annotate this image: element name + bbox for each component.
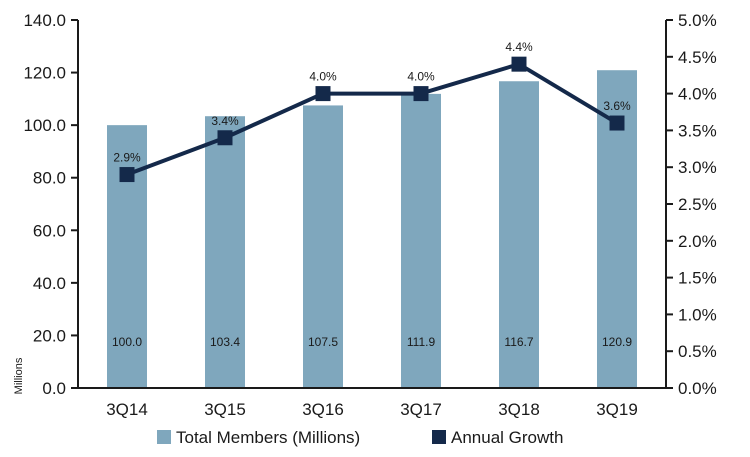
bar-3Q16 bbox=[303, 105, 343, 388]
x-tick-label: 3Q18 bbox=[498, 400, 540, 419]
right-tick-label: 4.0% bbox=[678, 85, 717, 104]
left-axis-title: Millions bbox=[13, 357, 25, 394]
left-tick-label: 120.0 bbox=[23, 64, 66, 83]
right-tick-label: 0.5% bbox=[678, 342, 717, 361]
growth-value-label: 4.0% bbox=[407, 70, 435, 84]
x-tick-label: 3Q14 bbox=[106, 400, 148, 419]
growth-marker-3Q16 bbox=[315, 86, 331, 102]
growth-value-label: 3.6% bbox=[603, 99, 631, 113]
right-tick-label: 2.5% bbox=[678, 195, 717, 214]
right-tick-label: 3.0% bbox=[678, 158, 717, 177]
right-tick-label: 4.5% bbox=[678, 48, 717, 67]
bar-3Q18 bbox=[499, 81, 539, 388]
legend-swatch-growth bbox=[432, 430, 446, 444]
x-tick-label: 3Q17 bbox=[400, 400, 442, 419]
left-tick-label: 20.0 bbox=[33, 326, 66, 345]
left-tick-label: 140.0 bbox=[23, 11, 66, 30]
growth-value-label: 3.4% bbox=[211, 114, 239, 128]
growth-marker-3Q17 bbox=[413, 86, 429, 102]
x-tick-label: 3Q15 bbox=[204, 400, 246, 419]
growth-marker-3Q18 bbox=[511, 56, 527, 72]
legend-label-growth: Annual Growth bbox=[451, 428, 563, 447]
x-tick-label: 3Q19 bbox=[596, 400, 638, 419]
right-tick-label: 0.0% bbox=[678, 379, 717, 398]
left-tick-label: 40.0 bbox=[33, 274, 66, 293]
left-tick-label: 0.0 bbox=[42, 379, 66, 398]
left-tick-label: 80.0 bbox=[33, 169, 66, 188]
right-tick-label: 3.5% bbox=[678, 121, 717, 140]
growth-marker-3Q19 bbox=[609, 115, 625, 131]
bar-value-label: 103.4 bbox=[210, 335, 240, 349]
bar-value-label: 111.9 bbox=[407, 335, 436, 349]
left-tick-label: 100.0 bbox=[23, 116, 66, 135]
right-tick-label: 1.0% bbox=[678, 305, 717, 324]
bar-value-label: 116.7 bbox=[504, 335, 533, 349]
growth-marker-3Q15 bbox=[217, 130, 233, 146]
bar-value-label: 120.9 bbox=[602, 335, 632, 349]
left-tick-label: 60.0 bbox=[33, 221, 66, 240]
bar-3Q17 bbox=[401, 93, 441, 388]
right-tick-label: 2.0% bbox=[678, 232, 717, 251]
growth-value-label: 2.9% bbox=[113, 151, 141, 165]
legend-swatch-members bbox=[157, 430, 171, 444]
growth-line bbox=[126, 62, 619, 177]
legend-label-members: Total Members (Millions) bbox=[176, 428, 360, 447]
bar-3Q15 bbox=[205, 116, 245, 388]
x-tick-label: 3Q16 bbox=[302, 400, 344, 419]
right-tick-label: 5.0% bbox=[678, 11, 717, 30]
growth-marker-3Q14 bbox=[119, 167, 135, 183]
right-tick-label: 1.5% bbox=[678, 269, 717, 288]
growth-value-label: 4.0% bbox=[309, 70, 337, 84]
growth-value-label: 4.4% bbox=[505, 40, 533, 54]
bar-value-label: 100.0 bbox=[112, 335, 142, 349]
bar-value-label: 107.5 bbox=[308, 335, 338, 349]
